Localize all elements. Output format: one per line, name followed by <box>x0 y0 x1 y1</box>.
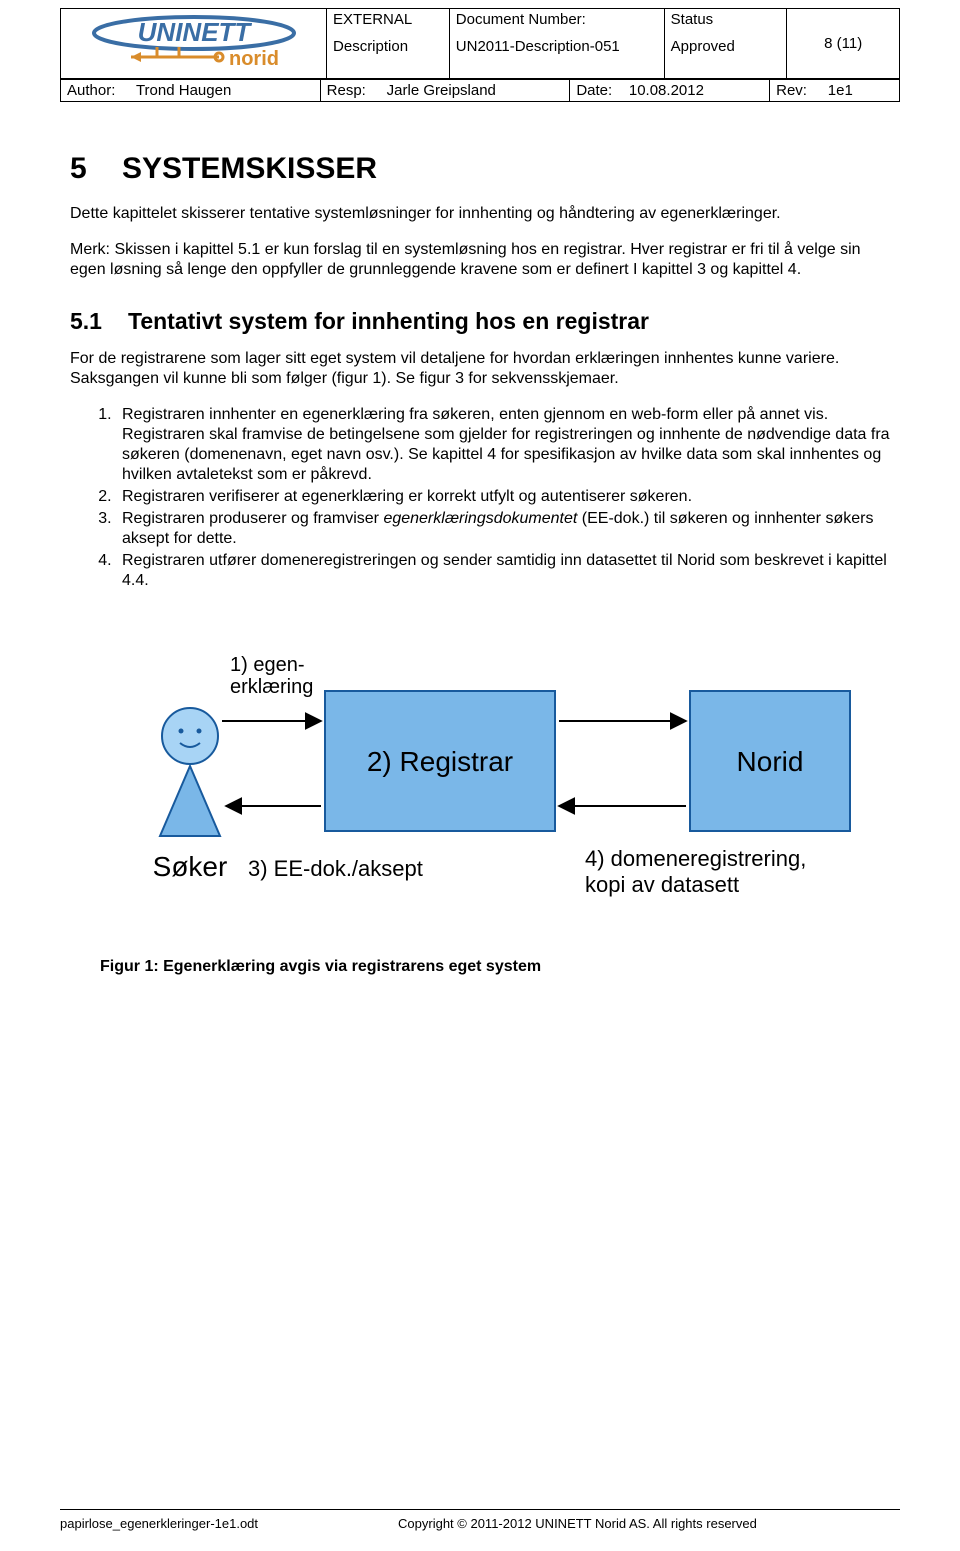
list-item-2: Registraren verifiserer at egenerklæring… <box>116 487 890 507</box>
hdr-status-label: Status <box>671 11 714 28</box>
hdr-date-value: 10.08.2012 <box>629 82 704 99</box>
hdr-doc-num-label: Document Number: <box>456 11 586 28</box>
hdr-doc-type-label: EXTERNAL <box>333 11 412 28</box>
svg-text:2) Registrar: 2) Registrar <box>367 746 513 777</box>
section-heading: 5SYSTEMSKISSER <box>70 152 890 186</box>
hdr-rev-value: 1e1 <box>828 82 853 99</box>
hdr-resp-value: Jarle Greipsland <box>387 82 496 99</box>
hdr-page-value: 8 (11) <box>824 35 862 52</box>
svg-text:1) egen-: 1) egen- <box>230 654 305 676</box>
hdr-author-value: Trond Haugen <box>136 82 231 99</box>
svg-text:kopi av datasett: kopi av datasett <box>585 872 739 897</box>
logo-norid-text: norid <box>229 48 279 70</box>
list-item-1: Registraren innhenter en egenerklæring f… <box>116 405 890 485</box>
hdr-doc-num-value: UN2011-Description-051 <box>456 28 658 55</box>
hdr-status-value: Approved <box>671 28 781 55</box>
subsection-num: 5.1 <box>70 308 128 335</box>
hdr-resp-label: Resp: <box>327 82 366 99</box>
section-num: 5 <box>70 152 122 186</box>
header-table-1: UNINETT norid EXTERNAL Description Docum… <box>60 8 900 79</box>
figure-caption: Figur 1: Egenerklæring avgis via registr… <box>100 958 890 976</box>
subsection-p1: For de registrarene som lager sitt eget … <box>70 349 890 389</box>
hdr-author-label: Author: <box>67 82 115 99</box>
svg-text:3) EE-dok./aksept: 3) EE-dok./aksept <box>248 856 423 881</box>
hdr-doc-type: EXTERNAL Description <box>327 9 450 79</box>
svg-text:Søker: Søker <box>153 851 228 882</box>
hdr-rev-label: Rev: <box>776 82 807 99</box>
header-table-2: Author: Trond Haugen Resp: Jarle Greipsl… <box>60 79 900 102</box>
logo-cell: UNINETT norid <box>61 9 327 79</box>
uninett-norid-logo: UNINETT norid <box>79 13 309 75</box>
footer-right: Copyright © 2011-2012 UNINETT Norid AS. … <box>398 1516 757 1531</box>
hdr-doc-num: Document Number: UN2011-Description-051 <box>449 9 664 79</box>
list-item-4: Registraren utfører domeneregistreringen… <box>116 551 890 591</box>
section-title: SYSTEMSKISSER <box>122 152 377 185</box>
svg-text:erklæring: erklæring <box>230 676 313 698</box>
hdr-resp: Resp: Jarle Greipsland <box>320 80 570 102</box>
section-p2: Merk: Skissen i kapittel 5.1 er kun fors… <box>70 240 890 280</box>
hdr-doc-type-sub: Description <box>333 28 443 55</box>
subsection-heading: 5.1Tentativt system for innhenting hos e… <box>70 308 890 335</box>
figure-1-diagram: 2) Registrar Norid 1) egen-erklæring Søker 3… <box>80 631 890 936</box>
hdr-date-label: Date: <box>576 82 612 99</box>
hdr-page: 8 (11) <box>787 9 900 79</box>
svg-text:Norid: Norid <box>737 746 804 777</box>
svg-text:4) domeneregistrering,: 4) domeneregistrering, <box>585 846 806 871</box>
list-item-3: Registraren produserer og framviser egen… <box>116 509 890 549</box>
logo-uninett-text: UNINETT <box>137 17 252 47</box>
hdr-rev: Rev: 1e1 <box>770 80 900 102</box>
hdr-date: Date: 10.08.2012 <box>570 80 770 102</box>
section-p1: Dette kapittelet skisserer tentative sys… <box>70 204 890 224</box>
subsection-title: Tentativt system for innhenting hos en r… <box>128 308 649 334</box>
hdr-author: Author: Trond Haugen <box>61 80 321 102</box>
page-footer: papirlose_egenerkleringer-1e1.odt Copyri… <box>60 1509 900 1531</box>
footer-left: papirlose_egenerkleringer-1e1.odt <box>60 1516 258 1531</box>
numbered-list: Registraren innhenter en egenerklæring f… <box>70 405 890 591</box>
hdr-status: Status Approved <box>664 9 787 79</box>
